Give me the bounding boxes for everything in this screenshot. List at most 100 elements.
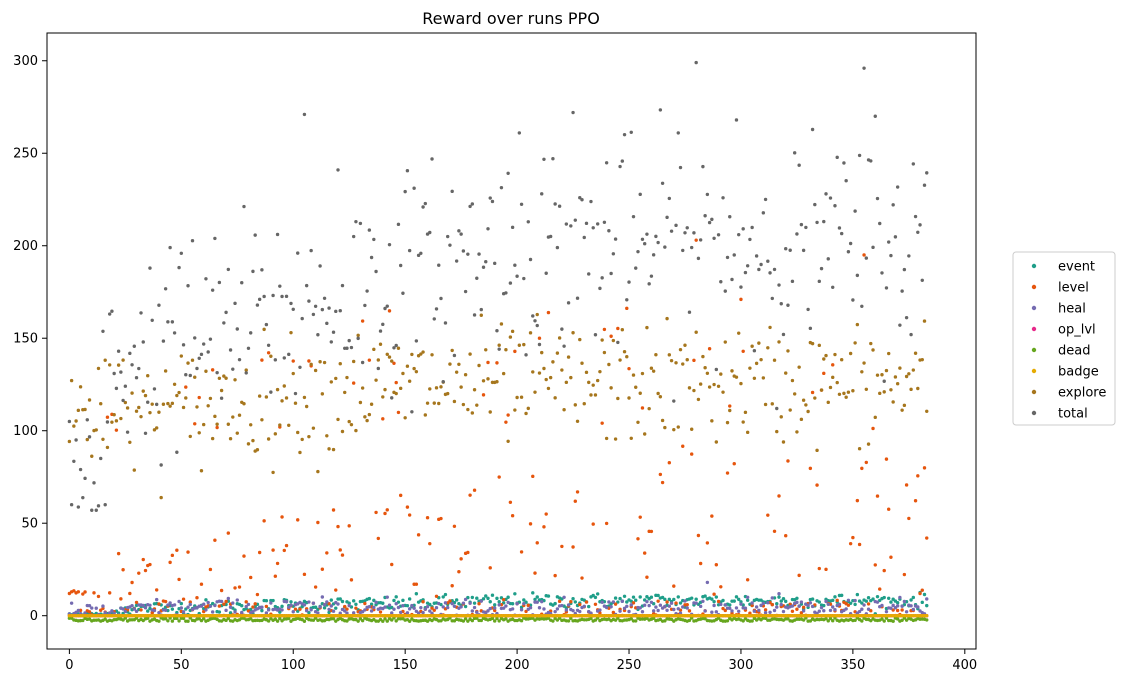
- point-explore: [510, 329, 515, 334]
- legend-marker-explore: [1031, 389, 1037, 395]
- point-total: [403, 189, 407, 194]
- point-heal: [416, 611, 421, 615]
- point-total: [817, 279, 821, 284]
- point-dead: [103, 617, 107, 621]
- point-total: [904, 315, 909, 320]
- point-level: [175, 548, 179, 552]
- point-heal: [304, 609, 309, 613]
- point-total: [562, 344, 566, 348]
- point-heal: [405, 611, 410, 615]
- point-explore: [909, 387, 913, 392]
- point-event: [347, 601, 351, 605]
- point-explore: [244, 368, 248, 372]
- point-explore: [759, 357, 763, 362]
- point-heal: [555, 607, 560, 611]
- point-explore: [739, 381, 743, 386]
- point-level: [481, 393, 486, 397]
- point-total: [560, 327, 564, 331]
- point-level: [72, 589, 76, 593]
- point-level: [488, 566, 492, 570]
- point-level: [177, 577, 181, 582]
- legend-marker-level: [1031, 284, 1037, 290]
- point-total: [477, 252, 481, 256]
- point-level: [741, 349, 745, 353]
- point-level: [121, 568, 125, 572]
- point-explore: [813, 396, 817, 400]
- point-total: [750, 225, 754, 230]
- point-event: [703, 594, 707, 598]
- point-total: [842, 161, 846, 165]
- point-level: [99, 608, 103, 612]
- point-heal: [168, 601, 172, 605]
- point-total: [157, 303, 161, 307]
- point-level: [508, 500, 513, 504]
- point-level: [432, 608, 436, 612]
- point-total: [161, 339, 166, 343]
- legend-marker-heal: [1031, 305, 1037, 311]
- point-explore: [683, 343, 687, 347]
- point-explore: [551, 360, 555, 364]
- point-total: [770, 296, 774, 301]
- point-dead: [390, 618, 394, 622]
- point-explore: [130, 391, 134, 395]
- point-explore: [161, 402, 166, 406]
- point-explore: [208, 396, 213, 401]
- point-explore: [255, 448, 260, 452]
- points-layer: [67, 60, 929, 623]
- point-total: [566, 301, 571, 305]
- point-heal: [640, 610, 645, 614]
- point-heal: [862, 603, 866, 607]
- point-explore: [479, 313, 483, 317]
- chart-title: Reward over runs PPO: [422, 9, 600, 28]
- point-total: [819, 266, 824, 271]
- point-explore: [226, 422, 231, 426]
- point-level: [784, 533, 788, 538]
- point-level: [81, 592, 85, 596]
- point-dead: [557, 616, 562, 620]
- point-level: [116, 551, 121, 556]
- point-explore: [920, 357, 924, 362]
- point-total: [405, 169, 410, 173]
- point-explore: [548, 375, 553, 380]
- point-total: [542, 157, 546, 161]
- point-total: [743, 270, 748, 275]
- point-level: [168, 560, 172, 565]
- point-level: [864, 460, 869, 465]
- point-level: [497, 475, 501, 479]
- point-level: [696, 533, 701, 538]
- point-explore: [804, 403, 808, 407]
- point-total: [705, 192, 710, 197]
- point-total: [804, 225, 808, 230]
- point-heal: [609, 605, 613, 609]
- point-level: [430, 606, 434, 610]
- point-total: [900, 289, 904, 293]
- point-total: [459, 232, 463, 236]
- point-total: [369, 255, 374, 260]
- point-event: [795, 596, 799, 601]
- point-level: [739, 297, 743, 302]
- point-explore: [85, 437, 89, 442]
- point-level: [405, 505, 410, 509]
- point-total: [452, 353, 457, 358]
- point-total: [293, 391, 298, 396]
- point-event: [484, 594, 488, 598]
- point-level: [114, 428, 119, 432]
- point-total: [204, 277, 208, 281]
- point-event: [354, 602, 358, 606]
- point-dead: [551, 619, 555, 623]
- point-level: [224, 599, 228, 604]
- point-event: [694, 597, 698, 601]
- point-level: [141, 557, 145, 562]
- point-total: [862, 66, 866, 70]
- point-explore: [860, 370, 864, 374]
- point-level: [425, 516, 430, 520]
- point-explore: [636, 420, 640, 424]
- point-heal: [560, 603, 564, 608]
- point-explore: [792, 392, 797, 396]
- point-dead: [763, 616, 768, 621]
- point-total: [372, 237, 376, 242]
- point-dead: [249, 617, 253, 621]
- point-explore: [293, 401, 298, 405]
- point-explore: [327, 447, 331, 451]
